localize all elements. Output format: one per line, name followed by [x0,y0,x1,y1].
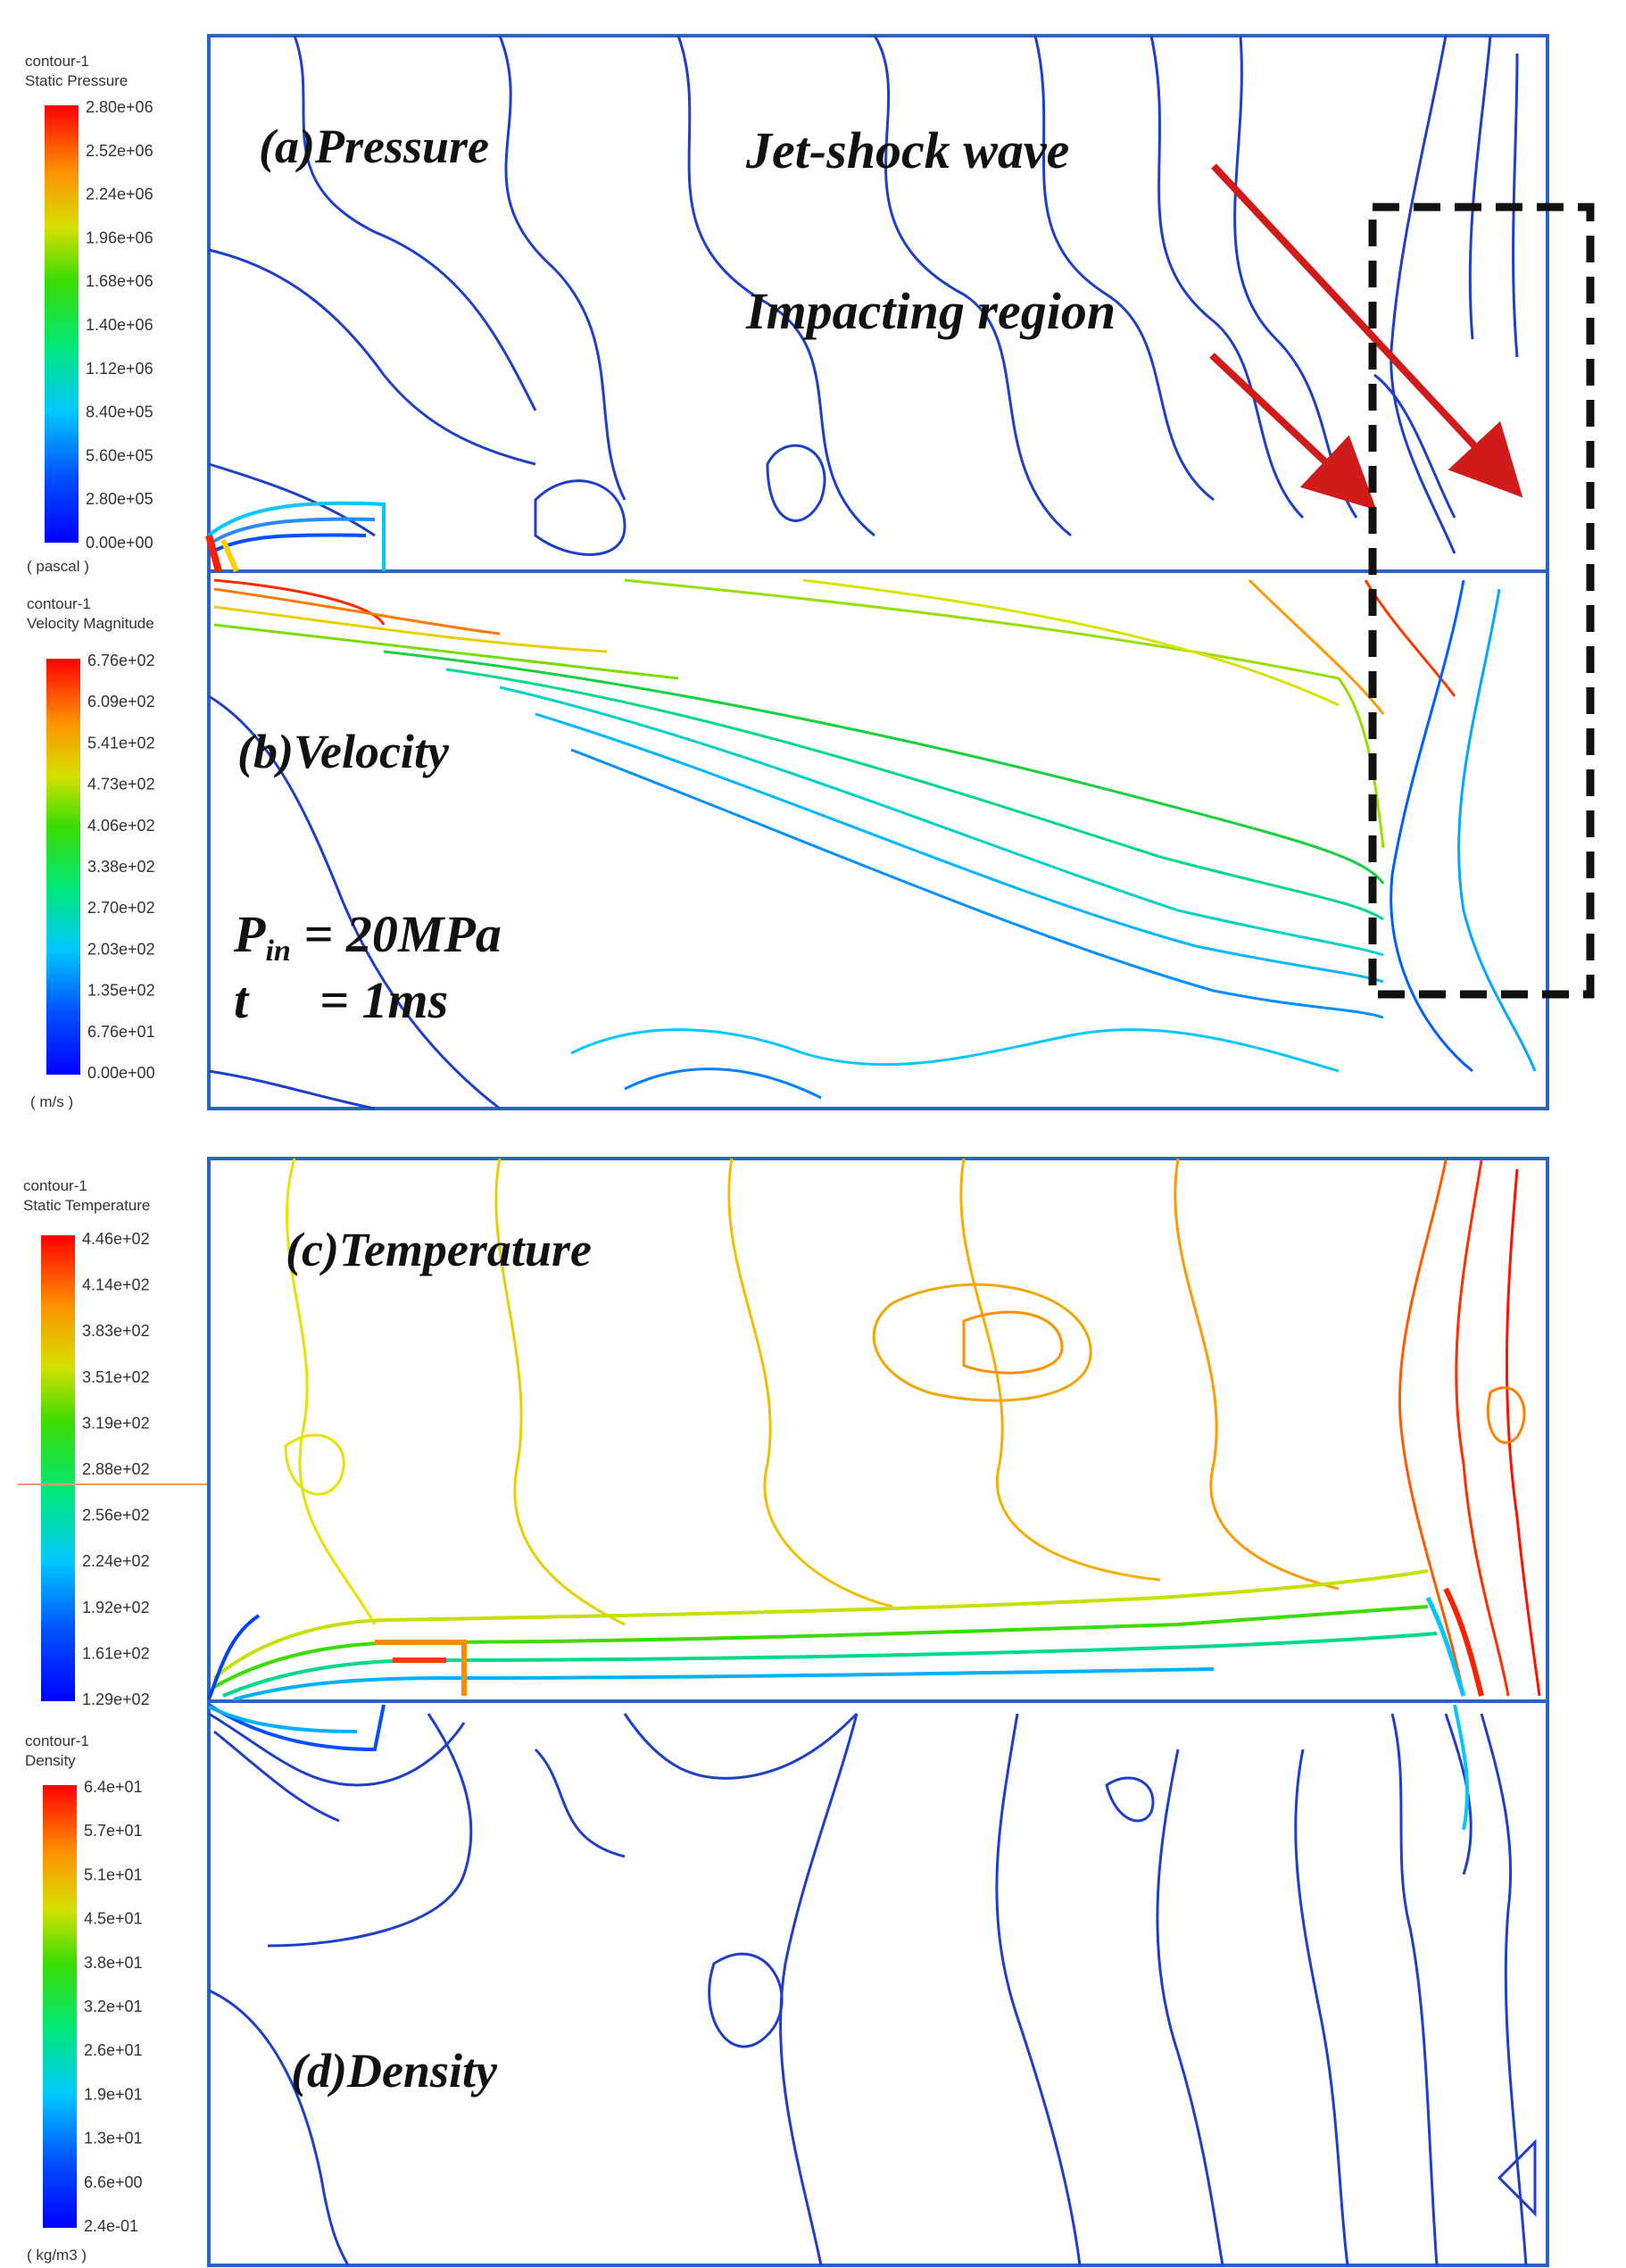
colorbar-gradient [41,1235,75,1701]
plot-frame [207,1157,1549,2267]
annotation-jet-shock: Jet-shock wave [745,121,1069,179]
colorbar-tick-label: 6.76e+02 [87,652,155,669]
colorbar-tick-label: 1.12e+06 [86,360,153,378]
colorbar-tick-label: 2.24e+02 [82,1552,150,1570]
colorbar-title: contour-1 [27,595,91,612]
density-contours [208,1712,1537,2266]
colorbar-unit: ( pascal ) [27,558,89,575]
colorbar-tick-label: 6.4e+01 [84,1778,143,1796]
colorbar-tick-label: 3.51e+02 [82,1368,150,1386]
colorbar-tick-label: 1.61e+02 [82,1644,150,1662]
colorbar-tick-label: 1.40e+06 [86,316,153,334]
arrow-impact [1209,353,1377,511]
colorbar-tick-label: 4.06e+02 [87,817,155,835]
pressure-inlet-label: Pin = 20MPa [233,905,502,968]
label-velocity: (b)Velocity [237,725,450,778]
colorbar-tick-label: 2.03e+02 [87,940,155,958]
colorbar-tick-label: 1.92e+02 [82,1599,150,1616]
colorbar-tick-label: 6.6e+00 [84,2173,143,2191]
colorbar-tick-label: 4.46e+02 [82,1230,150,1248]
colorbar-tick-label: 1.96e+06 [86,228,153,246]
label-density: (d)Density [291,2044,498,2098]
colorbar-tick-label: 2.52e+06 [86,142,153,160]
plot-top [205,34,1549,1110]
colorbar-unit: ( kg/m3 ) [27,2247,87,2264]
colorbar-tick-label: 1.9e+01 [84,2085,143,2103]
colorbar-tick-label: 6.76e+01 [87,1023,155,1041]
colorbar-title: Velocity Magnitude [27,615,154,632]
impact-region-box [1368,203,1595,999]
colorbar-unit: ( m/s ) [30,1093,73,1110]
colorbar-tick-label: 3.38e+02 [87,858,155,876]
velocity-contours [208,578,1537,1110]
colorbar-title: contour-1 [25,53,89,70]
colorbar-temperature: contour-1 Static Temperature 4.46e+02 4.1… [18,1177,211,1708]
colorbar-tick-label: 4.73e+02 [87,776,155,793]
annotation-impact: Impacting region [745,282,1116,340]
colorbar-gradient [43,1785,77,2228]
colorbar-title: Density [25,1752,76,1769]
colorbar-gradient [46,659,80,1075]
colorbar-tick-label: 3.19e+02 [82,1414,150,1432]
colorbar-pressure: contour-1 Static Pressure 2.80e+06 2.52e+… [25,53,153,575]
colorbar-tick-label: 3.83e+02 [82,1322,150,1340]
colorbar-tick-label: 2.4e-01 [84,2217,138,2235]
colorbar-tick-label: 5.60e+05 [86,446,153,464]
label-temperature: (c)Temperature [286,1223,592,1276]
colorbar-tick-label: 0.00e+00 [86,534,153,552]
time-label: t = 1ms [234,971,448,1029]
plot-bottom [207,1157,1549,2267]
colorbar-title: contour-1 [25,1732,89,1749]
temperature-contours [284,1158,1541,1697]
colorbar-tick-label: 1.29e+02 [82,1691,150,1708]
colorbar-tick-label: 1.35e+02 [87,982,155,1000]
colorbar-tick-label: 4.14e+02 [82,1276,150,1294]
pressure-contours [208,35,1519,556]
colorbar-tick-label: 2.80e+05 [86,490,153,508]
colorbar-tick-label: 8.40e+05 [86,403,153,421]
colorbar-tick-label: 5.41e+02 [87,734,155,752]
nozzle-pressure [205,501,386,573]
colorbar-tick-label: 2.24e+06 [86,186,153,204]
colorbar-tick-label: 1.3e+01 [84,2130,143,2148]
colorbar-tick-label: 2.70e+02 [87,899,155,917]
nozzle-density [207,1703,1470,1831]
colorbar-tick-label: 3.8e+01 [84,1954,143,1972]
label-pressure: (a)Pressure [259,120,489,173]
colorbar-tick-label: 5.7e+01 [84,1822,143,1840]
arrow-jet-shock [1211,163,1523,498]
colorbar-tick-label: 2.80e+06 [86,98,153,116]
colorbar-tick-label: 0.00e+00 [87,1064,155,1082]
colorbar-gradient [45,105,79,543]
colorbar-tick-label: 4.5e+01 [84,1910,143,1928]
colorbar-tick-label: 2.88e+02 [82,1460,150,1478]
colorbar-tick-label: 5.1e+01 [84,1865,143,1883]
colorbar-velocity: contour-1 Velocity Magnitude 6.76e+02 6.0… [27,595,155,1110]
colorbar-tick-label: 6.09e+02 [87,693,155,710]
colorbar-tick-label: 2.56e+02 [82,1507,150,1524]
temperature-jet-core [207,1569,1484,1701]
colorbar-title: Static Temperature [23,1197,150,1214]
colorbar-tick-label: 1.68e+06 [86,272,153,290]
colorbar-tick-label: 3.2e+01 [84,1998,143,2015]
colorbar-title: contour-1 [23,1177,87,1194]
colorbar-tick-label: 2.6e+01 [84,2041,143,2059]
colorbar-title: Static Pressure [25,72,128,89]
colorbar-density: contour-1 Density 6.4e+01 5.7e+01 5.1e+01 4… [25,1732,143,2264]
